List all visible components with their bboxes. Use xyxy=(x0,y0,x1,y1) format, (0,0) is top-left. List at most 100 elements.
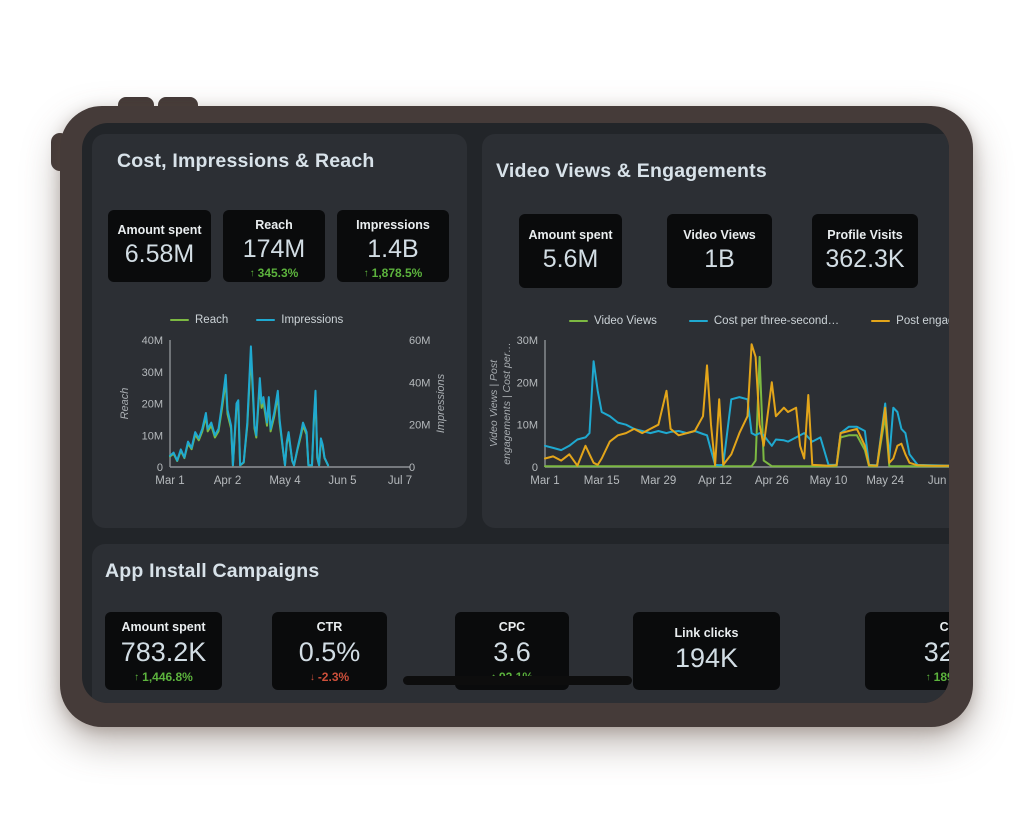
y-axis-tick-label: 40M xyxy=(142,335,163,347)
kpi-label: Amount spent xyxy=(121,620,206,634)
kpi-delta-value: 189.5% xyxy=(933,670,949,684)
kpi-delta-value: -2.3% xyxy=(317,670,350,684)
y-axis-title-line: engagements | Cost per… xyxy=(501,342,513,464)
panel-title: App Install Campaigns xyxy=(105,560,320,582)
legend-item-cost-per-view[interactable]: Cost per three-second… xyxy=(688,315,839,327)
dashboard-screen: Cost, Impressions & Reach Amount spent 6… xyxy=(82,123,949,703)
x-axis-tick-label: Jul 7 xyxy=(388,475,412,487)
kpi-card-video-views: Video Views 1B xyxy=(667,214,772,288)
x-axis-tick-label: Mar 29 xyxy=(641,475,677,487)
kpi-card-cpi: CPI 32.0 ↑ 189.5% xyxy=(865,612,949,690)
y-axis-tick-label: 30M xyxy=(517,335,538,347)
kpi-value: 1B xyxy=(704,245,735,273)
x-axis-tick-label: Jun 5 xyxy=(328,475,356,487)
x-axis-tick-label: Apr 12 xyxy=(698,475,732,487)
kpi-card-amount-spent: Amount spent 5.6M xyxy=(519,214,622,288)
x-axis-tick-label: May 10 xyxy=(810,475,848,487)
x-axis-tick-label: Apr 2 xyxy=(214,475,242,487)
y-axis-tick-label: 20M xyxy=(142,399,163,411)
reach-impressions-line-chart: 0 10M 20M 30M 40M 0 20M 40M 60M Mar 1 Apr 2 May 4 Ju… xyxy=(119,335,447,487)
legend-item-video-views[interactable]: Video Views xyxy=(569,315,657,327)
legend-label: Impressions xyxy=(281,314,344,326)
kpi-label: Profile Visits xyxy=(827,228,903,242)
legend-label: Video Views xyxy=(594,315,657,327)
decorative-pill-overlay xyxy=(403,676,632,685)
kpi-card-ctr: CTR 0.5% ↓ -2.3% xyxy=(272,612,387,690)
kpi-label: Reach xyxy=(255,218,293,232)
up-arrow-icon: ↑ xyxy=(249,267,255,279)
y-axis-tick-label: 30M xyxy=(142,367,163,379)
legend-swatch-reach xyxy=(170,318,189,322)
kpi-value: 783.2K xyxy=(120,637,207,667)
kpi-value: 194K xyxy=(674,643,739,673)
legend-item-reach[interactable]: Reach xyxy=(170,314,228,326)
down-arrow-icon: ↓ xyxy=(309,671,315,683)
x-axis-tick-label: Mar 1 xyxy=(530,475,559,487)
y-axis-tick-label: 0 xyxy=(157,462,163,474)
x-axis-tick-label: May 4 xyxy=(269,475,301,487)
up-arrow-icon: ↑ xyxy=(363,267,369,279)
panel-app-install-campaigns: App Install Campaigns Amount spent 783.2… xyxy=(92,544,949,703)
panel-title: Cost, Impressions & Reach xyxy=(117,150,375,172)
kpi-value: 362.3K xyxy=(825,245,905,273)
kpi-label: CPI xyxy=(939,620,949,634)
kpi-card-reach: Reach 174M ↑ 345.3% xyxy=(223,210,325,282)
video-views-engagements-line-chart: 0 10M 20M 30M Mar 1 Mar 15 Mar 29 Apr 12 Apr 26 M… xyxy=(488,335,949,487)
kpi-card-amount-spent: Amount spent 783.2K ↑ 1,446.8% xyxy=(105,612,222,690)
legend-swatch-impressions xyxy=(256,318,276,322)
panel-cost-impressions-reach: Cost, Impressions & Reach Amount spent 6… xyxy=(92,134,467,528)
y-axis-tick-label: 20M xyxy=(517,377,538,389)
kpi-card-link-clicks: Link clicks 194K xyxy=(633,612,780,690)
kpi-label: Video Views xyxy=(683,228,756,242)
panel-title: Video Views & Engagements xyxy=(496,160,767,182)
legend-label: Reach xyxy=(195,314,229,326)
kpi-card-profile-visits: Profile Visits 362.3K xyxy=(812,214,918,288)
kpi-label: Impressions xyxy=(356,218,430,232)
panel-video-views-engagements: Video Views & Engagements Amount spent 5… xyxy=(482,134,949,528)
y-axis-tick-label: 0 xyxy=(532,462,538,474)
kpi-delta: ↑ 1,446.8% xyxy=(134,670,193,684)
kpi-value: 5.6M xyxy=(542,245,599,273)
up-arrow-icon: ↑ xyxy=(134,671,140,683)
kpi-value: 1.4B xyxy=(367,235,419,263)
chart-legend: Video Views Cost per three-second… Post … xyxy=(569,315,949,327)
kpi-value: 3.6 xyxy=(493,637,531,667)
legend-swatch-post-engagements xyxy=(871,319,891,323)
chart-legend: Reach Impressions xyxy=(170,314,400,326)
x-axis-tick-label: Apr 26 xyxy=(755,475,789,487)
x-axis-tick-label: Mar 1 xyxy=(155,475,184,487)
x-axis-tick-label: Mar 15 xyxy=(584,475,620,487)
y-axis-right-tick-label: 20M xyxy=(409,420,430,432)
up-arrow-icon: ↑ xyxy=(925,671,931,683)
legend-item-impressions[interactable]: Impressions xyxy=(256,314,343,326)
legend-swatch-video-views xyxy=(569,319,588,323)
kpi-value: 32.0 xyxy=(923,637,949,667)
kpi-label: Amount spent xyxy=(117,223,202,237)
kpi-delta: ↑ 345.3% xyxy=(250,266,299,280)
x-axis-tick-label: Jun 7 xyxy=(928,475,949,487)
legend-item-post-engagements[interactable]: Post engage… xyxy=(871,315,949,327)
kpi-value: 174M xyxy=(242,235,306,263)
kpi-label: Amount spent xyxy=(528,228,613,242)
kpi-label: Link clicks xyxy=(674,626,739,640)
kpi-delta: ↑ 1,878.5% xyxy=(364,266,423,280)
series-line-post-engage- xyxy=(544,343,949,467)
legend-swatch-cost-per-view xyxy=(688,319,708,323)
kpi-delta: ↑ 189.5% xyxy=(926,670,949,684)
y-axis-right-title: Impressions xyxy=(435,373,447,433)
kpi-label: CTR xyxy=(316,620,343,634)
kpi-card-amount-spent: Amount spent 6.58M xyxy=(108,210,211,282)
y-axis-tick-label: 10M xyxy=(142,430,163,442)
kpi-label: CPC xyxy=(498,620,526,634)
kpi-delta-value: 1,446.8% xyxy=(142,670,193,684)
y-axis-title: Reach xyxy=(119,388,131,420)
kpi-delta: ↓ -2.3% xyxy=(310,670,349,684)
kpi-card-impressions: Impressions 1.4B ↑ 1,878.5% xyxy=(337,210,449,282)
kpi-value: 6.58M xyxy=(124,240,195,268)
y-axis-tick-label: 10M xyxy=(517,420,538,432)
y-axis-right-tick-label: 40M xyxy=(409,377,430,389)
series-line-impressions xyxy=(169,345,330,467)
y-axis-right-tick-label: 60M xyxy=(409,335,430,347)
y-axis-title-line: Video Views | Post xyxy=(488,359,500,447)
